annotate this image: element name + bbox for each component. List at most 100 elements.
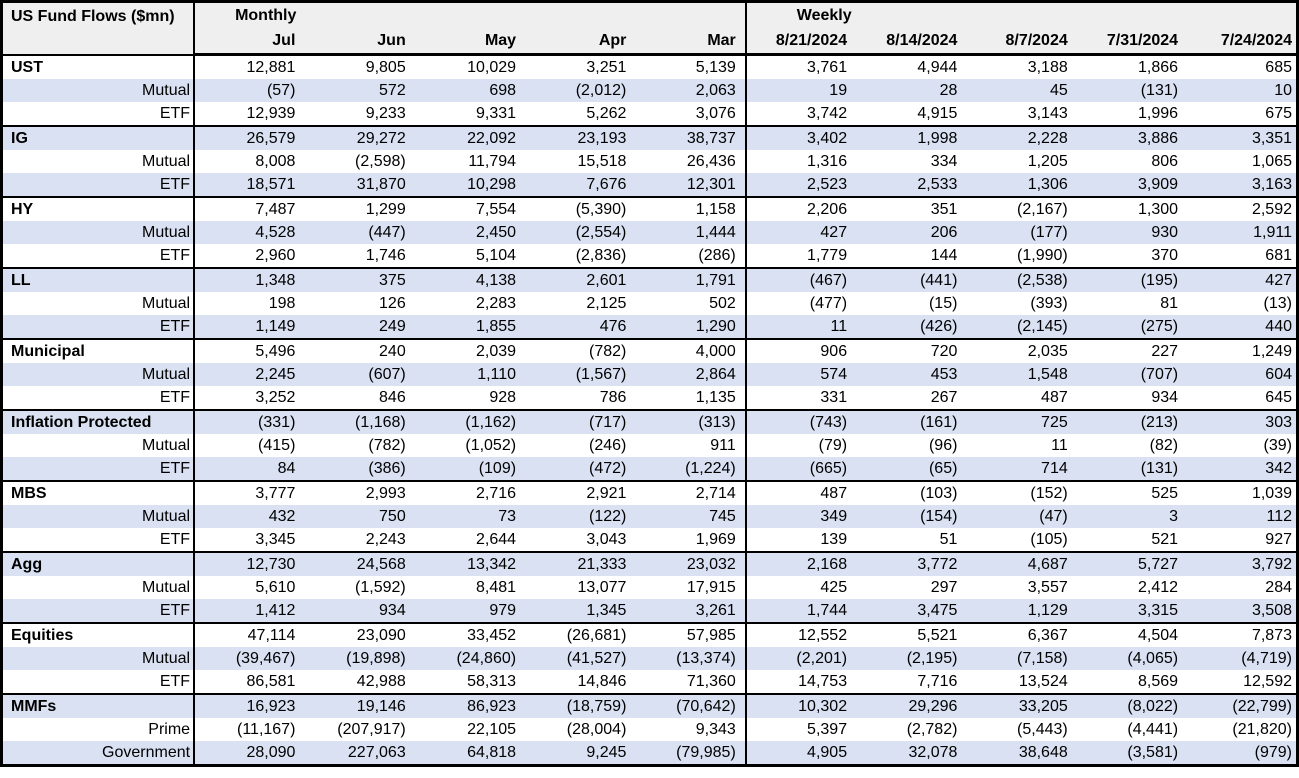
value-cell: 227 [1076,338,1188,363]
value-cell: 1,548 [966,363,1077,386]
value-cell: 1,911 [1187,221,1298,244]
value-cell: 3,777 [194,480,305,505]
sub-row-label: Mutual [1,79,196,102]
value-cell: 645 [1265,389,1292,406]
value-cell: (246) [589,437,627,454]
value-cell: 198 [268,295,296,312]
value-cell: (2,012) [525,79,636,102]
value-cell: (1,567) [525,363,636,386]
value-cell: (1,592) [355,579,406,596]
value-cell: 112 [1187,505,1298,528]
sub-row-label: Mutual [1,647,196,670]
group-label: Agg [1,551,196,576]
value-cell: (286) [635,244,747,268]
value-cell: 3,742 [807,105,848,122]
value-cell: 745 [635,505,747,528]
value-cell: 2,864 [635,363,747,386]
value-cell: 4,915 [917,105,958,122]
group-label: Municipal [1,338,196,363]
value-cell: 71,360 [635,670,747,694]
value-cell: (782) [525,338,636,363]
value-cell: 2,243 [365,531,406,548]
value-cell: 2,921 [525,480,636,505]
value-cell: 2,716 [414,480,526,505]
value-cell: 86,923 [414,693,526,718]
value-cell: 425 [820,579,848,596]
value-cell: (22,799) [1187,693,1298,718]
value-cell: (39) [1263,437,1292,454]
value-cell: 334 [930,153,958,170]
value-cell: 427 [1187,267,1298,292]
value-cell: 3,345 [255,531,296,548]
value-cell: 1,998 [856,125,967,150]
value-cell: 476 [525,315,636,339]
value-cell: 487 [1041,389,1068,406]
value-cell: 9,233 [365,105,406,122]
value-cell: 2,592 [1187,196,1298,221]
value-cell: 3,251 [525,53,636,79]
value-cell: 3 [1076,505,1188,528]
value-cell: 10,298 [414,173,526,197]
value-cell: 2,450 [414,221,526,244]
sub-row-municipal-mutual: Mutual 2,245 (607) 1,110 (1,567) 2,864 574 453 1… [1,363,1298,386]
value-cell: 750 [304,505,415,528]
value-cell: (109) [414,457,526,481]
value-cell: 2,993 [304,480,415,505]
group-label: UST [1,53,196,79]
sub-row-label: ETF [1,528,196,552]
value-cell: 73 [414,505,526,528]
value-cell: 5,262 [586,105,627,122]
value-cell: 7,554 [414,196,526,221]
value-cell: 3,261 [635,599,747,623]
value-cell: (979) [1187,741,1298,766]
value-cell: (195) [1076,267,1188,292]
value-cell: (21,820) [1232,721,1292,738]
value-cell: 846 [379,389,406,406]
column-header-mar: Mar [635,28,747,56]
group-label: IG [1,125,196,150]
value-cell: 126 [379,295,406,312]
value-cell: (4,719) [1187,647,1298,670]
value-cell: 4,687 [966,551,1077,576]
value-cell: 440 [1187,315,1298,339]
value-cell: 38,737 [635,125,747,150]
value-cell: (213) [1076,409,1188,434]
value-cell: (1,224) [635,457,747,481]
value-cell: (177) [966,221,1077,244]
value-cell: 1,855 [414,315,526,339]
value-cell: 453 [856,363,967,386]
value-cell: 979 [414,599,526,623]
value-cell: (122) [525,505,636,528]
value-cell: 349 [745,505,857,528]
value-cell: 12,730 [194,551,305,576]
value-cell: 3,076 [635,102,747,126]
value-cell: 927 [1265,531,1292,548]
value-cell: 675 [1265,105,1292,122]
group-row-mbs: MBS 3,777 2,993 2,716 2,921 2,714 487 (103) (152… [1,480,1298,505]
value-cell: (5,390) [525,196,636,221]
value-cell: 303 [1187,409,1298,434]
value-cell: 502 [635,292,747,315]
value-cell: 3,475 [856,599,967,623]
value-cell: (79) [818,437,848,454]
value-cell: 911 [635,434,747,457]
column-header-jun: Jun [304,28,415,56]
value-cell: 2,412 [1138,579,1179,596]
monthly-section-header: Monthly [194,1,747,28]
value-cell: 698 [414,79,526,102]
column-header-apr: Apr [525,28,636,56]
value-cell: (70,642) [635,693,747,718]
sub-row-agg-etf: ETF 1,412 934 979 1,345 3,261 1,744 3,475 1,129 3… [1,599,1298,623]
value-cell: (11,167) [237,721,296,738]
column-header-7-24-2024: 7/24/2024 [1187,28,1298,56]
sub-row-ig-mutual: Mutual 8,008 (2,598) 11,794 15,518 26,436 1,31… [1,150,1298,173]
value-cell: 1,110 [414,363,526,386]
value-cell: 2,245 [194,363,305,386]
sub-row-mbs-mutual: Mutual 432 750 73 (122) 745 349 (154) (47) 3 112 [1,505,1298,528]
value-cell: (41,527) [525,647,636,670]
value-cell: (472) [525,457,636,481]
value-cell: 21,333 [525,551,636,576]
value-cell: 2,283 [476,295,517,312]
value-cell: (207,917) [337,721,406,738]
value-cell: (154) [856,505,967,528]
